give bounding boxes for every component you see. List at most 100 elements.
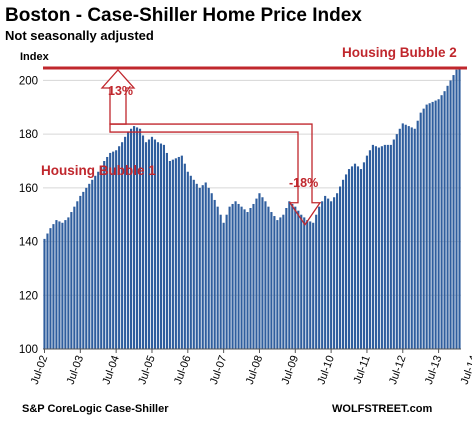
bar bbox=[124, 136, 127, 349]
bar bbox=[79, 195, 82, 349]
y-tick-label: 200 bbox=[19, 75, 38, 87]
bar bbox=[46, 233, 49, 349]
bar bbox=[138, 128, 142, 349]
y-tick-label: 100 bbox=[19, 344, 38, 356]
bar bbox=[437, 99, 440, 349]
bar bbox=[347, 169, 351, 349]
bar bbox=[330, 201, 333, 349]
bar bbox=[413, 128, 416, 349]
x-tick-label: Jul-07 bbox=[208, 354, 230, 386]
bar bbox=[168, 161, 171, 349]
bar bbox=[195, 183, 198, 349]
bar bbox=[303, 217, 306, 349]
bar bbox=[440, 95, 443, 349]
bar bbox=[225, 214, 228, 349]
x-tick-label: Jul-05 bbox=[136, 354, 158, 386]
bar bbox=[243, 209, 246, 349]
x-tick-label: Jul-04 bbox=[100, 354, 122, 386]
bar bbox=[264, 201, 267, 349]
bar bbox=[315, 214, 318, 349]
bar bbox=[132, 126, 136, 349]
bar bbox=[455, 69, 458, 349]
bar bbox=[88, 183, 91, 349]
bar bbox=[395, 134, 398, 349]
y-tick-label: 140 bbox=[19, 237, 38, 249]
bar bbox=[368, 150, 372, 349]
bar bbox=[297, 210, 300, 349]
bar bbox=[43, 238, 46, 349]
bar bbox=[219, 214, 222, 349]
bar bbox=[222, 222, 225, 349]
bar bbox=[210, 193, 213, 349]
bar bbox=[288, 201, 291, 349]
bar bbox=[294, 206, 297, 349]
bar bbox=[401, 123, 404, 350]
x-tick-label: Jul-12 bbox=[387, 354, 409, 386]
bar bbox=[333, 197, 336, 349]
bar bbox=[458, 67, 461, 349]
bar bbox=[273, 216, 276, 349]
y-tick-label: 120 bbox=[19, 290, 38, 302]
bar bbox=[121, 142, 124, 349]
bar bbox=[309, 221, 312, 349]
bar bbox=[252, 203, 255, 349]
bar bbox=[362, 162, 366, 349]
bar bbox=[353, 163, 357, 349]
y-tick-label: 180 bbox=[19, 129, 38, 141]
bar bbox=[291, 203, 294, 349]
bar bbox=[85, 187, 88, 349]
bar bbox=[76, 201, 79, 349]
bar bbox=[377, 147, 380, 349]
annotations bbox=[43, 66, 467, 226]
x-tick-label: Jul-13 bbox=[423, 354, 445, 386]
bar bbox=[336, 193, 339, 349]
bar bbox=[183, 163, 186, 349]
bar bbox=[446, 85, 449, 350]
bar bbox=[64, 220, 67, 349]
bar bbox=[365, 155, 369, 349]
bar bbox=[359, 169, 363, 349]
bar bbox=[204, 182, 207, 349]
bar bbox=[97, 171, 100, 349]
bar bbox=[431, 101, 434, 350]
bar bbox=[130, 128, 133, 349]
bar bbox=[118, 146, 121, 349]
y-axis-label: Index bbox=[20, 51, 50, 63]
bar bbox=[407, 126, 410, 349]
bar bbox=[177, 156, 180, 349]
bar bbox=[327, 198, 330, 349]
bar bbox=[383, 144, 386, 349]
x-tick-label: Jul-11 bbox=[352, 354, 373, 386]
y-tick-label: 160 bbox=[19, 183, 38, 195]
bar bbox=[216, 206, 219, 349]
bar bbox=[213, 199, 216, 349]
bar bbox=[70, 212, 73, 349]
bar bbox=[198, 187, 201, 349]
bar bbox=[106, 156, 109, 349]
bar bbox=[231, 203, 234, 349]
bar bbox=[249, 208, 252, 349]
bar bbox=[189, 175, 192, 349]
bar bbox=[153, 139, 157, 349]
bar bbox=[234, 201, 237, 349]
bar bbox=[162, 144, 165, 349]
bar bbox=[350, 166, 354, 349]
bar bbox=[404, 124, 407, 349]
bar bbox=[434, 100, 437, 349]
x-tick-label: Jul-10 bbox=[315, 354, 337, 386]
bar bbox=[312, 222, 315, 349]
bar bbox=[150, 136, 154, 349]
bar bbox=[389, 144, 392, 349]
bar bbox=[61, 222, 64, 349]
x-tick-label: Jul-02 bbox=[29, 354, 51, 386]
chart-title: Boston - Case-Shiller Home Price Index bbox=[5, 5, 362, 26]
bar bbox=[237, 203, 240, 349]
bar bbox=[180, 155, 183, 349]
bar bbox=[344, 174, 348, 349]
bar bbox=[156, 142, 160, 349]
bar bbox=[201, 185, 204, 349]
bar bbox=[147, 139, 151, 349]
bar bbox=[398, 128, 401, 349]
bar bbox=[371, 144, 374, 349]
